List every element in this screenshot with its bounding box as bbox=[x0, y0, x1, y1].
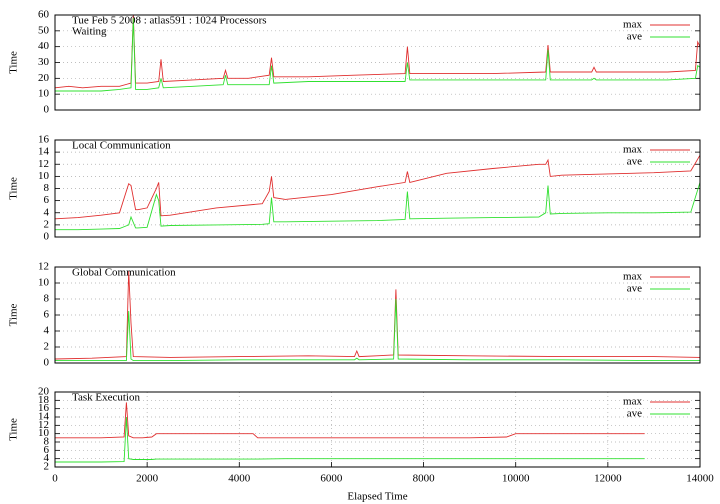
y-tick-label: 20 bbox=[38, 386, 50, 398]
y-tick-label: 2 bbox=[44, 461, 50, 473]
y-tick-label: 12 bbox=[38, 158, 49, 170]
x-axis-label: Elapsed Time bbox=[347, 491, 407, 503]
line-series bbox=[54, 154, 701, 220]
y-tick-label: 2 bbox=[44, 341, 50, 353]
y-tick-label: 10 bbox=[38, 170, 50, 182]
legend-label: max bbox=[623, 396, 642, 408]
y-tick-label: 30 bbox=[38, 56, 50, 68]
x-tick-label: 10000 bbox=[502, 473, 530, 485]
y-tick-label: 4 bbox=[44, 206, 50, 218]
y-axis-label: Time bbox=[8, 303, 20, 326]
legend-label: ave bbox=[627, 408, 642, 420]
legend-label: max bbox=[623, 19, 642, 31]
y-tick-label: 18 bbox=[38, 394, 50, 406]
legend-label: ave bbox=[627, 283, 642, 295]
y-tick-label: 8 bbox=[44, 293, 50, 305]
y-tick-label: 2 bbox=[44, 218, 50, 230]
y-tick-label: 50 bbox=[38, 24, 50, 36]
y-tick-label: 10 bbox=[38, 427, 50, 439]
plot-frame bbox=[54, 139, 701, 238]
x-tick-label: 14000 bbox=[686, 473, 714, 485]
y-tick-label: 20 bbox=[38, 72, 50, 84]
y-tick-label: 6 bbox=[44, 309, 50, 321]
y-tick-label: 16 bbox=[38, 134, 50, 146]
y-tick-label: 10 bbox=[38, 277, 50, 289]
plot-frame bbox=[54, 391, 701, 468]
y-tick-label: 8 bbox=[44, 182, 50, 194]
x-tick-label: 2000 bbox=[136, 473, 159, 485]
y-tick-label: 0 bbox=[44, 231, 50, 243]
y-tick-label: 4 bbox=[44, 325, 50, 337]
line-series bbox=[55, 182, 701, 231]
y-tick-label: 12 bbox=[38, 419, 49, 431]
legend-label: ave bbox=[627, 156, 642, 168]
panel-title: Local Communication bbox=[72, 140, 171, 152]
x-tick-label: 0 bbox=[52, 473, 58, 485]
y-tick-label: 0 bbox=[44, 357, 50, 369]
legend-label: max bbox=[623, 144, 642, 156]
y-axis-label: Time bbox=[8, 51, 20, 74]
panel-title: Tue Feb 5 2008 : atlas591 : 1024 Process… bbox=[72, 15, 267, 27]
line-series bbox=[55, 298, 700, 362]
y-axis-label: Time bbox=[8, 418, 20, 441]
panel-title: Task Execution bbox=[72, 392, 140, 404]
y-tick-label: 4 bbox=[44, 452, 50, 464]
y-tick-label: 14 bbox=[38, 411, 50, 423]
legend-label: ave bbox=[627, 31, 642, 43]
plot-frame bbox=[54, 266, 701, 364]
x-tick-label: 4000 bbox=[228, 473, 251, 485]
x-tick-label: 8000 bbox=[413, 473, 436, 485]
y-tick-label: 8 bbox=[44, 436, 50, 448]
line-series bbox=[55, 18, 701, 92]
y-tick-label: 60 bbox=[38, 9, 50, 21]
y-tick-label: 10 bbox=[38, 88, 50, 100]
panel-subtitle: Waiting bbox=[72, 26, 107, 38]
y-tick-label: 12 bbox=[38, 261, 49, 273]
y-axis-label: Time bbox=[8, 177, 20, 200]
x-tick-label: 6000 bbox=[320, 473, 343, 485]
y-tick-label: 16 bbox=[38, 402, 50, 414]
y-tick-label: 14 bbox=[38, 146, 50, 158]
plot-frame bbox=[54, 14, 701, 111]
line-series bbox=[55, 416, 645, 463]
line-series bbox=[54, 270, 701, 360]
legend-label: max bbox=[623, 271, 642, 283]
line-series bbox=[55, 402, 645, 439]
panel-title: Global Communication bbox=[72, 267, 176, 279]
x-tick-label: 12000 bbox=[594, 473, 622, 485]
y-tick-label: 0 bbox=[44, 104, 50, 116]
y-tick-label: 6 bbox=[44, 444, 50, 456]
y-tick-label: 40 bbox=[38, 40, 50, 52]
y-tick-label: 6 bbox=[44, 194, 50, 206]
